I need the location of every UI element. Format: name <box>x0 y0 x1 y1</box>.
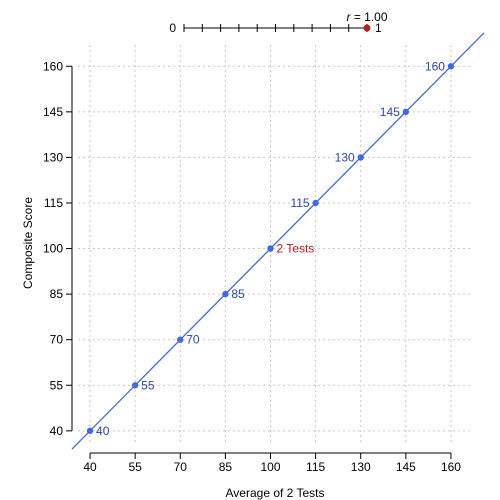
x-tick-label: 100 <box>260 460 280 474</box>
point-label: 160 <box>425 59 445 73</box>
point-label: 145 <box>380 105 400 119</box>
x-tick-label: 145 <box>396 460 416 474</box>
y-tick-label: 145 <box>43 105 63 119</box>
x-tick-label: 115 <box>306 460 325 474</box>
regression-line <box>71 32 485 450</box>
slider-min-label: 0 <box>169 21 176 35</box>
correlation-slider[interactable]: 0 1r = 1.00 <box>169 10 388 35</box>
slider-value-label: r = 1.00 <box>346 10 387 24</box>
data-point <box>312 199 319 207</box>
y-tick-label: 55 <box>50 378 64 392</box>
y-axis-title: Composite Score <box>21 197 35 289</box>
point-label: 130 <box>335 150 355 164</box>
x-tick-label: 130 <box>351 460 371 474</box>
x-tick-label: 85 <box>219 460 233 474</box>
y-tick-label: 70 <box>50 333 64 347</box>
y-tick-label: 85 <box>50 287 64 301</box>
data-point <box>267 245 274 252</box>
x-tick-label: 160 <box>441 460 461 474</box>
x-axis: 40 55 70 85 100 115 130 145 160 <box>83 452 461 474</box>
data-point <box>222 290 229 298</box>
slider-knob[interactable] <box>363 24 371 32</box>
x-axis-title: Average of 2 Tests <box>226 486 325 500</box>
data-point <box>402 108 410 116</box>
slider-value-text: = 1.00 <box>350 10 387 24</box>
slider-max-label: 1 <box>375 21 382 35</box>
y-tick-label: 115 <box>44 196 63 210</box>
data-point <box>357 154 364 161</box>
y-tick-label: 100 <box>43 242 63 256</box>
y-tick-label: 40 <box>50 424 64 438</box>
y-tick-label: 160 <box>43 59 63 73</box>
data-points: 40 55 70 85 2 Tests 115 130 145 160 <box>86 59 455 438</box>
identity-line <box>71 32 485 450</box>
x-tick-label: 40 <box>83 460 97 474</box>
point-label: 2 Tests <box>276 242 314 256</box>
data-point <box>177 336 184 343</box>
data-point <box>131 382 139 389</box>
x-tick-label: 70 <box>174 460 188 474</box>
point-label: 115 <box>290 196 309 210</box>
data-point <box>447 63 455 70</box>
slider-r-symbol: r <box>346 10 351 24</box>
x-tick-label: 55 <box>128 460 142 474</box>
point-label: 70 <box>186 333 200 347</box>
data-point <box>86 427 94 435</box>
point-label: 40 <box>96 424 110 438</box>
y-tick-label: 130 <box>43 150 63 164</box>
point-label: 55 <box>141 378 155 392</box>
point-label: 85 <box>231 287 245 301</box>
y-axis: 40 55 70 85 100 115 130 145 160 <box>43 59 73 438</box>
